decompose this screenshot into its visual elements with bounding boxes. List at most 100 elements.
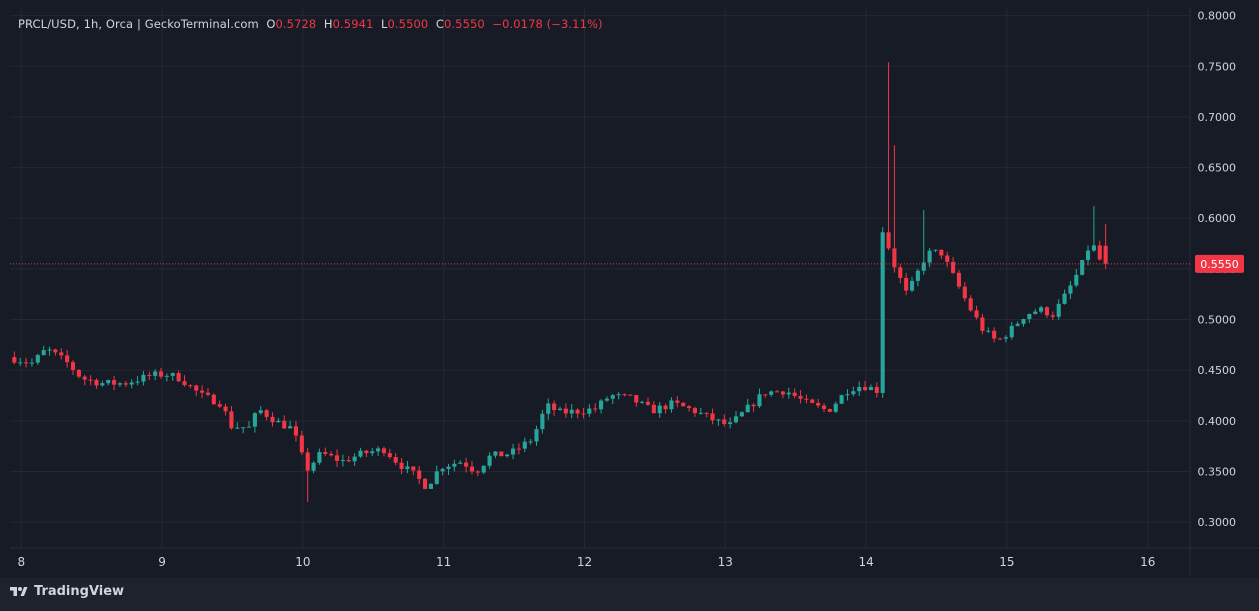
candle-body (816, 402, 821, 406)
candle-body (1097, 245, 1102, 260)
x-tick-label: 14 (858, 555, 873, 569)
candle-body (868, 387, 873, 391)
candle-body (481, 465, 486, 473)
candle-body (182, 381, 187, 386)
candle-body (305, 452, 310, 471)
candle-body (710, 413, 715, 421)
candle-body (909, 280, 915, 291)
candle-body (663, 405, 668, 410)
candle-body (475, 471, 480, 473)
candle-body (12, 357, 17, 363)
candle-body (376, 448, 381, 452)
candle-body (1062, 293, 1067, 304)
candle-body (323, 452, 328, 454)
candle-body (651, 404, 656, 414)
legend-dex: Orca (105, 17, 134, 31)
candlestick-chart[interactable]: 0.8000 0.7500 0.7000 0.6500 0.6000 0.5500 0.50… (0, 0, 1259, 578)
last-price-tag (1195, 254, 1244, 273)
candle-body (241, 427, 246, 429)
candle-body (739, 412, 744, 417)
candle-body (851, 391, 856, 395)
candle-body (1050, 315, 1055, 317)
candle-body (675, 400, 680, 403)
y-tick-label: 0.4500 (1198, 364, 1237, 377)
x-tick-label: 9 (158, 555, 166, 569)
candle-body (997, 338, 1003, 340)
legend-open-label: O (266, 17, 276, 31)
candle-body (428, 483, 433, 489)
x-tick-label: 8 (17, 555, 25, 569)
candle-body (992, 330, 997, 339)
candle-body (645, 401, 651, 405)
candle-body (669, 400, 674, 410)
legend-close-label: C (435, 17, 444, 31)
candle-body (264, 410, 269, 417)
candle-body (440, 468, 445, 472)
candle-body (980, 317, 985, 331)
candle-body (575, 409, 580, 414)
candle-body (464, 462, 469, 467)
candle-body (757, 394, 762, 407)
candle-body (493, 451, 498, 456)
candle-body (194, 385, 199, 391)
candle-body (1056, 303, 1061, 317)
candle-body (687, 406, 692, 409)
y-tick-label: 0.7500 (1198, 60, 1237, 73)
candle-body (775, 391, 780, 393)
candle-body (147, 374, 152, 376)
x-tick-label: 16 (1140, 555, 1155, 569)
legend-low-value: 0.5500 (387, 17, 429, 31)
candle-body (217, 404, 222, 407)
candle-body (593, 408, 598, 410)
candle-body (117, 383, 123, 385)
tradingview-logo[interactable]: TradingView (10, 584, 124, 599)
candle-body (1021, 319, 1026, 324)
candle-body (986, 330, 991, 332)
candle-body (417, 470, 422, 479)
candle-body (557, 408, 563, 411)
candle-body (422, 478, 428, 489)
candle-body (340, 460, 345, 462)
candle-body (47, 349, 52, 351)
legend-low-label: L (380, 17, 388, 31)
candle-body (728, 422, 733, 425)
candle-body (299, 435, 304, 453)
candle-body (499, 451, 504, 457)
candle-body (974, 310, 979, 318)
y-tick-label: 0.6500 (1198, 162, 1237, 175)
candle-body (798, 395, 803, 399)
candle-body (452, 463, 457, 467)
candle-body (857, 387, 862, 392)
footer-bar (0, 578, 1259, 611)
candle-body (35, 355, 40, 363)
candle-body (1003, 337, 1008, 339)
chart-panel[interactable] (0, 0, 1259, 578)
candle-body (604, 398, 609, 401)
candle-body (41, 350, 46, 356)
y-tick-label: 0.7000 (1198, 111, 1237, 124)
candle-body (552, 403, 557, 411)
candle-body (962, 286, 967, 299)
candle-body (880, 232, 885, 393)
candle-body (153, 371, 158, 376)
candle-body (229, 411, 234, 429)
candle-body (158, 371, 164, 377)
legend-source: GeckoTerminal.com (144, 17, 259, 31)
candle-body (258, 410, 263, 414)
candle-body (522, 441, 527, 449)
candle-body (833, 403, 838, 412)
candle-body (53, 349, 58, 353)
legend-high-label: H (323, 17, 333, 31)
x-tick-label: 12 (577, 555, 592, 569)
candle-body (528, 441, 533, 443)
candle-body (270, 416, 275, 423)
candle-body (311, 462, 316, 471)
candle-body (211, 394, 216, 405)
candle-body (599, 400, 604, 410)
candle-body (745, 404, 750, 413)
legend-interval: 1h (83, 17, 99, 31)
candle-body (587, 408, 592, 414)
candle-body (141, 374, 146, 382)
candle-body (1091, 245, 1096, 251)
y-tick-label: 0.4000 (1198, 415, 1237, 428)
